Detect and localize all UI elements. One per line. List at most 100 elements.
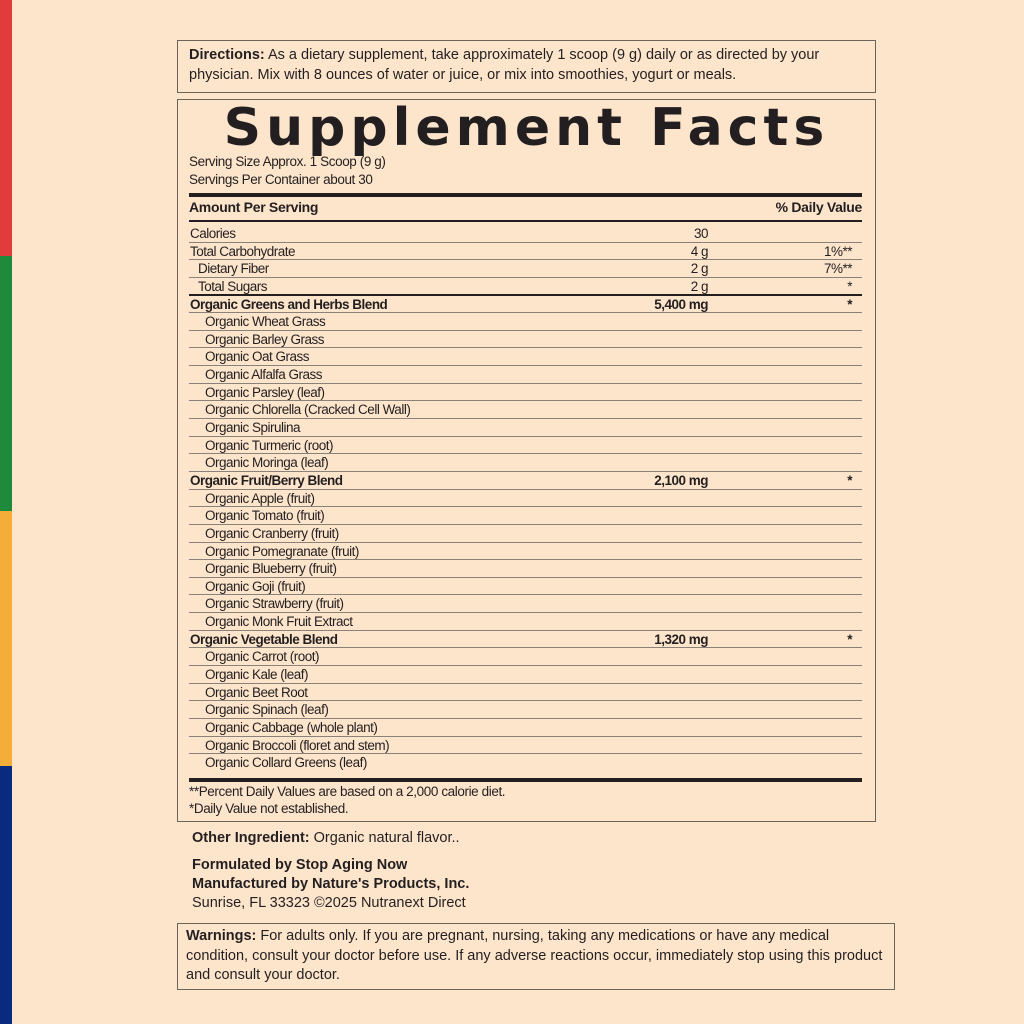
- table-row: Organic Strawberry (fruit): [189, 595, 862, 614]
- table-row: Organic Spirulina: [189, 419, 862, 437]
- other-ingredient-label: Other Ingredient:: [192, 830, 310, 846]
- footnotes: **Percent Daily Values are based on a 2,…: [189, 783, 506, 817]
- amount: 30: [693, 226, 709, 241]
- table-row: Organic Apple (fruit): [189, 490, 862, 508]
- nutrient-name: Organic Strawberry (fruit): [205, 596, 344, 612]
- amount: 1,320 mg: [654, 631, 708, 647]
- table-row: Organic Blueberry (fruit): [189, 560, 862, 578]
- warnings-box: Warnings: For adults only. If you are pr…: [177, 923, 895, 990]
- table-row: Organic Chlorella (Cracked Cell Wall): [189, 401, 862, 420]
- nutrient-name: Organic Barley Grass: [205, 331, 325, 347]
- table-row: Organic Moringa (leaf): [189, 454, 862, 472]
- nutrient-name: Organic Beet Root: [205, 684, 308, 700]
- daily-value: *: [847, 278, 852, 294]
- stripe-green: [0, 256, 12, 511]
- nutrient-name: Organic Carrot (root): [205, 649, 320, 665]
- nutrient-name: Organic Pomegranate (fruit): [205, 543, 359, 559]
- nutrient-name: Organic Goji (fruit): [205, 578, 306, 594]
- table-row: Organic Fruit/Berry Blend 2,100 mg *: [189, 472, 862, 490]
- manufacturer-info: Formulated by Stop Aging Now Manufacture…: [192, 856, 469, 913]
- table-row: Organic Collard Greens (leaf): [189, 754, 862, 772]
- servings-per-container: Servings Per Container about 30: [189, 172, 373, 187]
- nutrient-name: Organic Fruit/Berry Blend: [190, 472, 343, 488]
- serving-size: Serving Size Approx. 1 Scoop (9 g): [189, 154, 386, 169]
- manufactured-by: Manufactured by Nature's Products, Inc.: [192, 876, 470, 892]
- nutrient-name: Total Sugars: [198, 278, 268, 294]
- table-row: Organic Spinach (leaf): [189, 701, 862, 719]
- nutrient-name: Organic Parsley (leaf): [205, 384, 325, 400]
- nutrient-name: Organic Chlorella (Cracked Cell Wall): [205, 402, 411, 418]
- table-row: Organic Tomato (fruit): [189, 507, 862, 525]
- directions-label: Directions:: [189, 47, 265, 63]
- table-header: Amount Per Serving % Daily Value: [189, 199, 862, 215]
- amount: 4 g: [690, 243, 709, 259]
- warnings-text: For adults only. If you are pregnant, nu…: [186, 928, 883, 983]
- directions-text: As a dietary supplement, take approximat…: [189, 47, 820, 83]
- stripe-red: [0, 0, 12, 256]
- table-row: Organic Kale (leaf): [189, 666, 862, 684]
- table-row: Organic Barley Grass: [189, 331, 862, 349]
- table-row: Organic Beet Root: [189, 684, 862, 702]
- nutrient-name: Organic Wheat Grass: [205, 314, 326, 330]
- nutrient-name: Organic Broccoli (floret and stem): [205, 737, 390, 753]
- footnote-percent-dv: **Percent Daily Values are based on a 2,…: [189, 784, 506, 799]
- nutrient-name: Organic Oat Grass: [205, 349, 310, 365]
- amount: 2,100 mg: [654, 472, 708, 488]
- stripe-blue: [0, 766, 12, 1024]
- nutrient-name: Dietary Fiber: [198, 261, 269, 277]
- table-row: Total Carbohydrate 4 g 1%**: [189, 243, 862, 261]
- header-amount: Amount Per Serving: [189, 199, 319, 215]
- nutrient-name: Organic Apple (fruit): [205, 490, 315, 506]
- nutrient-name: Organic Alfalfa Grass: [205, 367, 323, 383]
- facts-title: Supplement Facts: [223, 98, 830, 158]
- nutrient-name: Organic Greens and Herbs Blend: [190, 296, 388, 312]
- table-row: Organic Turmeric (root): [189, 437, 862, 455]
- nutrient-name: Organic Moringa (leaf): [205, 455, 329, 471]
- supplement-facts-panel: Supplement Facts Serving Size Approx. 1 …: [177, 98, 876, 822]
- other-ingredient-text: Organic natural flavor..: [309, 830, 460, 846]
- amount: 2 g: [690, 278, 709, 294]
- amount: 5,400 mg: [654, 296, 708, 312]
- table-row: Organic Alfalfa Grass: [189, 366, 862, 384]
- table-row: Organic Pomegranate (fruit): [189, 543, 862, 561]
- nutrient-name: Organic Kale (leaf): [205, 667, 309, 683]
- table-row: Total Sugars 2 g *: [189, 278, 862, 296]
- nutrient-name: Organic Turmeric (root): [205, 437, 334, 453]
- daily-value: *: [847, 631, 852, 647]
- daily-value: *: [847, 472, 852, 488]
- nutrient-name: Organic Vegetable Blend: [190, 631, 338, 647]
- table-row: Dietary Fiber 2 g 7%**: [189, 260, 862, 278]
- table-row: Organic Goji (fruit): [189, 578, 862, 596]
- other-ingredient: Other Ingredient: Organic natural flavor…: [192, 829, 460, 848]
- header-rule: [189, 220, 862, 222]
- bottom-thick-rule: [189, 778, 862, 782]
- directions-box: Directions: As a dietary supplement, tak…: [177, 40, 876, 93]
- formulated-by: Formulated by Stop Aging Now: [192, 857, 408, 873]
- nutrient-name: Organic Spirulina: [205, 420, 301, 436]
- table-row: Organic Cabbage (whole plant): [189, 719, 862, 737]
- facts-table: Calories 30 Total Carbohydrate 4 g 1%** Dieta…: [189, 225, 862, 772]
- stripe-orange: [0, 511, 12, 766]
- nutrient-name: Organic Monk Fruit Extract: [205, 614, 353, 630]
- nutrient-name: Total Carbohydrate: [190, 243, 296, 259]
- nutrient-name: Organic Cabbage (whole plant): [205, 719, 378, 735]
- header-daily-value: % Daily Value: [775, 199, 863, 215]
- address-copyright: Sunrise, FL 33323 ©2025 Nutranext Direct: [192, 895, 466, 911]
- thick-rule: [189, 193, 862, 197]
- nutrient-name: Calories: [190, 226, 236, 241]
- nutrient-name: Organic Tomato (fruit): [205, 508, 325, 524]
- daily-value: *: [847, 296, 852, 312]
- table-row: Organic Cranberry (fruit): [189, 525, 862, 543]
- table-row: Organic Broccoli (floret and stem): [189, 737, 862, 755]
- table-row: Calories 30: [189, 225, 862, 243]
- daily-value: 7%**: [823, 261, 853, 277]
- table-row: Organic Carrot (root): [189, 648, 862, 667]
- warnings-label: Warnings:: [186, 928, 257, 944]
- table-row: Organic Parsley (leaf): [189, 384, 862, 402]
- amount: 2 g: [690, 261, 709, 277]
- table-row: Organic Vegetable Blend 1,320 mg *: [189, 631, 862, 649]
- footnote-dv-not-established: *Daily Value not established.: [189, 801, 349, 816]
- nutrient-name: Organic Cranberry (fruit): [205, 525, 339, 541]
- table-row: Organic Monk Fruit Extract: [189, 613, 862, 631]
- table-row: Organic Oat Grass: [189, 348, 862, 367]
